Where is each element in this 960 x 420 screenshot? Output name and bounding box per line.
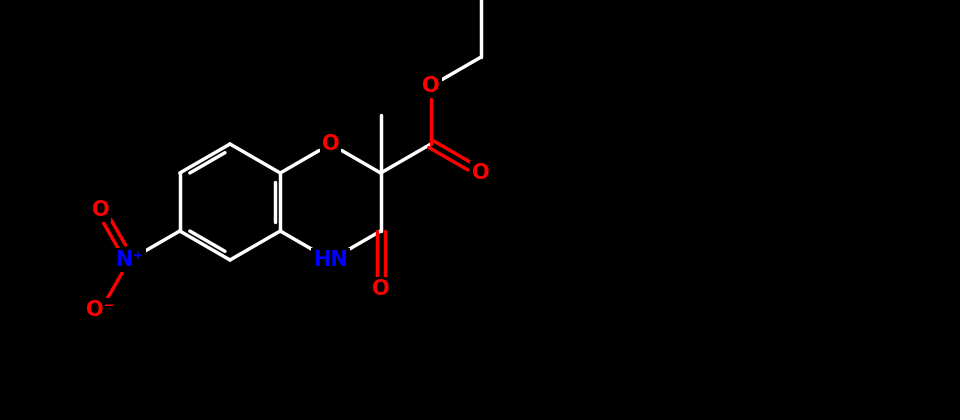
Text: N⁺: N⁺ xyxy=(115,250,144,270)
Text: O: O xyxy=(422,76,440,96)
Text: O: O xyxy=(372,279,390,299)
Text: O⁻: O⁻ xyxy=(86,300,115,320)
Text: O: O xyxy=(472,163,490,183)
Text: O: O xyxy=(92,200,109,220)
Text: HN: HN xyxy=(313,250,348,270)
Text: O: O xyxy=(322,134,339,154)
